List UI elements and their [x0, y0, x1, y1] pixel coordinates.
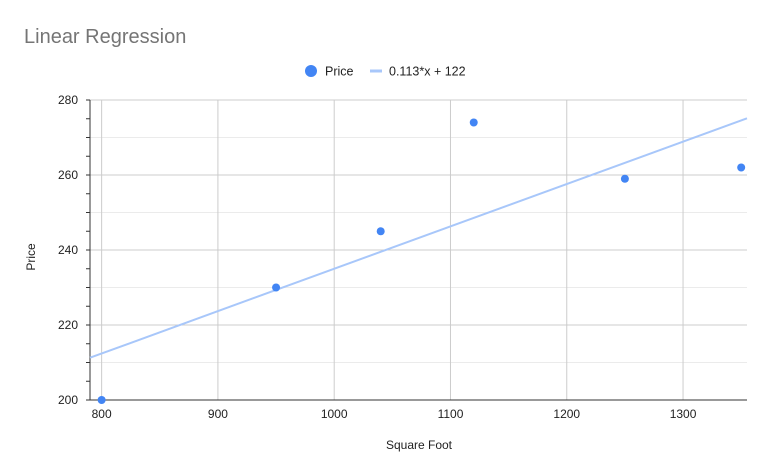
y-tick-label: 260 [58, 168, 78, 182]
y-tick-label: 220 [58, 318, 78, 332]
trendline[interactable] [89, 117, 748, 359]
legend-swatch-price [305, 65, 317, 77]
data-point[interactable] [469, 118, 478, 127]
x-tick-label: 1200 [553, 407, 580, 421]
data-point[interactable] [737, 163, 746, 172]
x-tick-label: 1300 [670, 407, 697, 421]
y-tick-label: 200 [58, 393, 78, 407]
legend-swatch-trendline [370, 69, 382, 73]
data-point[interactable] [97, 396, 106, 404]
legend-label-price: Price [325, 65, 354, 79]
chart-title: Linear Regression [24, 26, 186, 48]
legend[interactable]: Price 0.113*x + 122 [305, 65, 466, 79]
y-tick-label: 240 [58, 243, 78, 257]
y-axis-title: Price [24, 243, 38, 271]
legend-label-trendline: 0.113*x + 122 [389, 65, 466, 79]
tick-labels: 200 220 240 260 280 800 900 1000 1100 1200 1300 [58, 93, 697, 421]
gridlines [90, 99, 747, 400]
axes [86, 99, 747, 401]
data-points[interactable] [97, 118, 746, 405]
x-tick-label: 900 [208, 407, 228, 421]
x-axis-title: Square Foot [386, 438, 453, 452]
data-point[interactable] [376, 227, 385, 236]
data-point[interactable] [272, 283, 281, 292]
x-tick-label: 800 [92, 407, 112, 421]
trendline-path[interactable] [89, 117, 748, 359]
x-tick-label: 1100 [438, 407, 464, 421]
y-tick-label: 280 [58, 93, 78, 107]
data-point[interactable] [620, 174, 629, 183]
x-tick-label: 1000 [321, 407, 348, 421]
